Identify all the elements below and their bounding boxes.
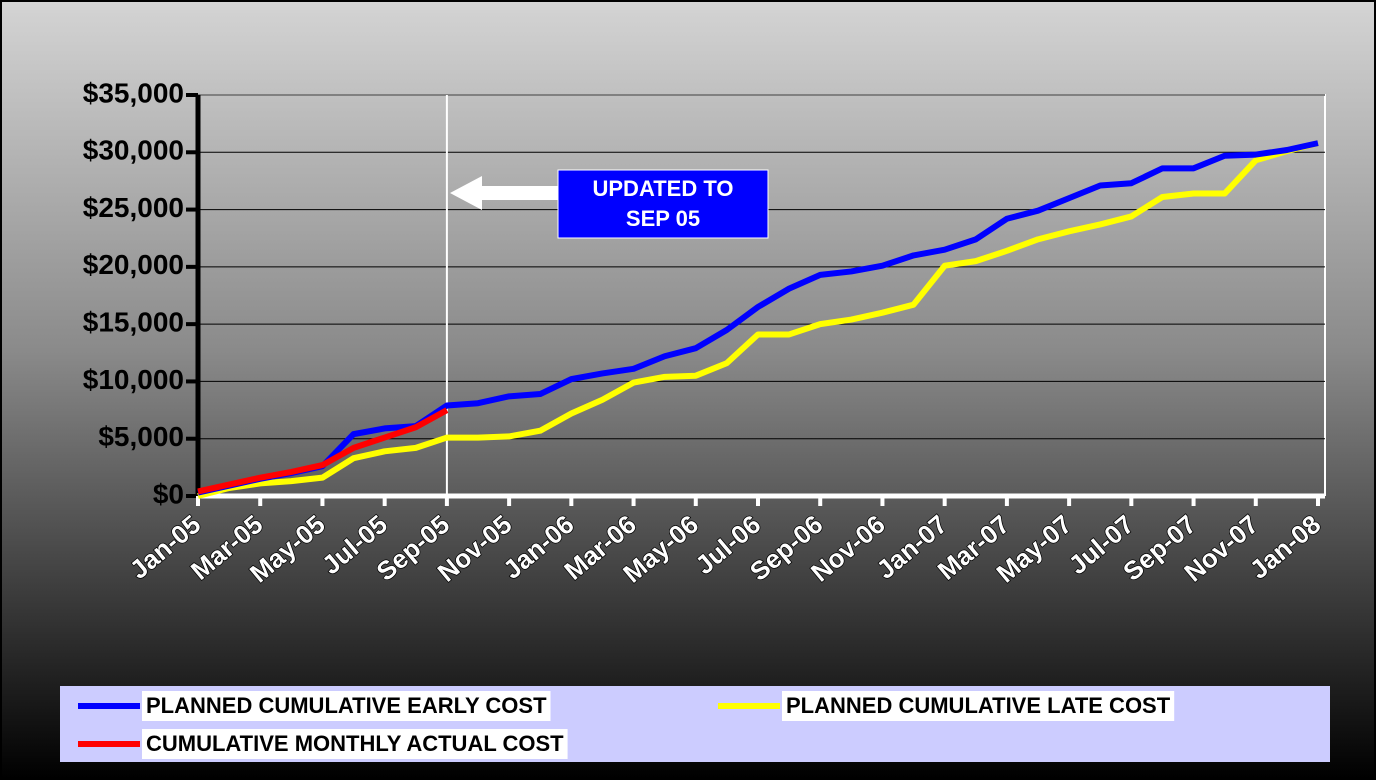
- annotation-text: UPDATED TO: [593, 176, 734, 201]
- legend-label-bg: [782, 691, 1175, 721]
- y-tick-label: $15,000: [83, 307, 184, 338]
- legend-label: CUMULATIVE MONTHLY ACTUAL COST: [146, 731, 564, 756]
- y-tick-label: $5,000: [98, 421, 184, 452]
- y-tick-label: $10,000: [83, 364, 184, 395]
- series-line: [197, 407, 449, 495]
- y-tick-label: $20,000: [83, 249, 184, 280]
- legend-label: PLANNED CUMULATIVE EARLY COST: [146, 693, 547, 718]
- series-line: [197, 140, 1319, 499]
- legend-label-bg: [142, 691, 551, 721]
- annotation-arrow: [450, 176, 558, 210]
- y-tick-label: $0: [153, 478, 184, 509]
- y-tick-label: $35,000: [83, 77, 184, 108]
- legend-label-bg: [142, 729, 568, 759]
- legend-label: PLANNED CUMULATIVE LATE COST: [786, 693, 1171, 718]
- series-line: [197, 140, 1319, 496]
- annotation-box: [557, 169, 769, 239]
- annotation-text: SEP 05: [626, 206, 700, 231]
- y-tick-label: $30,000: [83, 135, 184, 166]
- y-tick-label: $25,000: [83, 192, 184, 223]
